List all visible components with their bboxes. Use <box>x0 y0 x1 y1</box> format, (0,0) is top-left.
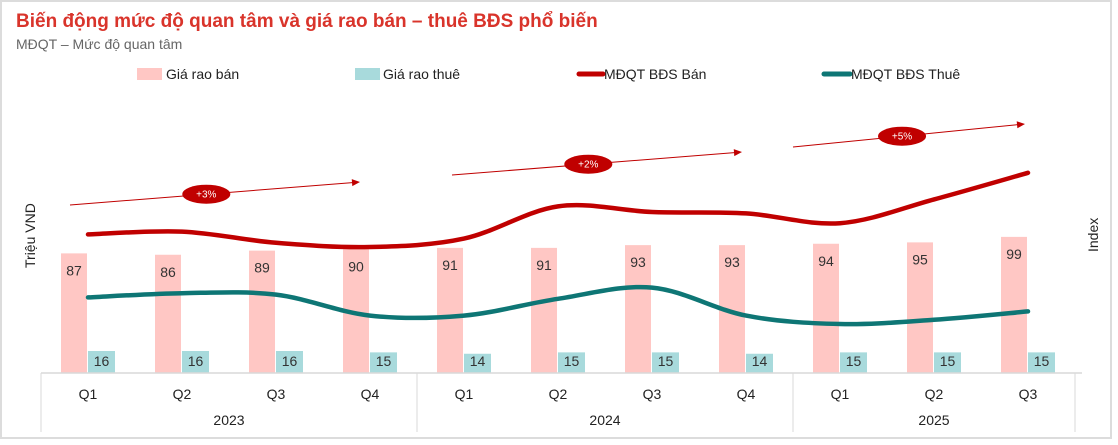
legend-label-gia-rao-ban: Giá rao bán <box>166 66 239 82</box>
legend-label-gia-rao-thue: Giá rao thuê <box>383 66 460 82</box>
bar-gia-rao-ban <box>531 247 557 373</box>
bar-gia-rao-thue <box>276 351 303 373</box>
bar-gia-rao-ban <box>625 245 651 373</box>
growth-badge-text: +5% <box>892 132 912 143</box>
arrow-head-icon <box>351 179 360 187</box>
bar-gia-rao-ban <box>249 250 275 373</box>
bar-gia-rao-thue <box>934 352 961 373</box>
data-label-gia-rao-ban: 91 <box>536 257 552 273</box>
growth-badge <box>878 126 927 146</box>
bar-gia-rao-thue <box>746 353 773 373</box>
data-label-gia-rao-thue: 15 <box>940 353 956 369</box>
x-tick-label: Q3 <box>267 386 286 402</box>
x-year-label: 2023 <box>213 412 244 428</box>
bar-gia-rao-ban <box>61 253 87 373</box>
arrow-head-icon <box>1016 121 1025 129</box>
data-label-gia-rao-thue: 16 <box>282 353 298 369</box>
bar-gia-rao-thue <box>370 352 397 373</box>
data-label-gia-rao-ban: 91 <box>442 257 458 273</box>
data-label-gia-rao-thue: 15 <box>846 353 862 369</box>
data-label-gia-rao-thue: 15 <box>1034 353 1050 369</box>
bar-gia-rao-ban <box>813 243 839 373</box>
data-label-gia-rao-thue: 16 <box>94 353 110 369</box>
data-label-gia-rao-ban: 87 <box>66 262 82 278</box>
data-label-gia-rao-thue: 15 <box>658 353 674 369</box>
legend-swatch-gia-rao-thue <box>355 68 380 80</box>
bar-gia-rao-ban <box>155 254 181 373</box>
x-tick-label: Q2 <box>925 386 944 402</box>
x-tick-label: Q4 <box>361 386 380 402</box>
bar-gia-rao-ban <box>437 247 463 373</box>
legend-swatch-gia-rao-ban <box>137 68 162 80</box>
data-label-gia-rao-ban: 95 <box>912 251 928 267</box>
x-tick-label: Q2 <box>173 386 192 402</box>
bar-gia-rao-ban <box>907 242 933 373</box>
bar-gia-rao-thue <box>88 351 115 373</box>
arrow-head-icon <box>733 149 742 157</box>
data-label-gia-rao-ban: 90 <box>348 258 364 274</box>
chart-subtitle: MĐQT – Mức độ quan tâm <box>16 36 182 52</box>
growth-badge-text: +2% <box>578 160 598 171</box>
x-tick-label: Q2 <box>549 386 568 402</box>
growth-badge-text: +3% <box>196 190 216 201</box>
bar-gia-rao-thue <box>1028 352 1055 373</box>
data-label-gia-rao-ban: 99 <box>1006 246 1022 262</box>
growth-badge <box>182 184 231 204</box>
x-tick-label: Q3 <box>1019 386 1038 402</box>
legend: Giá rao bán Giá rao thuê MĐQT BĐS Bán MĐ… <box>137 66 960 82</box>
data-label-gia-rao-thue: 14 <box>752 353 768 369</box>
x-year-label: 2025 <box>918 412 949 428</box>
data-label-gia-rao-thue: 14 <box>470 353 486 369</box>
bar-gia-rao-thue <box>182 351 209 373</box>
data-label-gia-rao-ban: 93 <box>630 254 646 270</box>
line-mdqt-ban <box>85 170 1031 250</box>
y-axis-left-label: Triệu VND <box>22 203 38 268</box>
growth-badge <box>564 154 613 174</box>
x-year-label: 2024 <box>589 412 620 428</box>
bar-gia-rao-thue <box>840 352 867 373</box>
data-label-gia-rao-ban: 94 <box>818 253 834 269</box>
data-label-gia-rao-ban: 93 <box>724 254 740 270</box>
bar-gia-rao-ban <box>1001 236 1027 373</box>
x-tick-label: Q4 <box>737 386 756 402</box>
legend-label-mdqt-thue: MĐQT BĐS Thuê <box>851 66 960 82</box>
data-label-gia-rao-ban: 86 <box>160 264 176 280</box>
x-tick-label: Q1 <box>831 386 850 402</box>
data-label-gia-rao-ban: 89 <box>254 260 270 276</box>
bar-gia-rao-thue <box>652 352 679 373</box>
data-label-gia-rao-thue: 15 <box>564 353 580 369</box>
data-label-gia-rao-thue: 15 <box>376 353 392 369</box>
line-mdqt-thue <box>85 284 1031 327</box>
data-label-gia-rao-thue: 16 <box>188 353 204 369</box>
y-axis-right-label: Index <box>1085 218 1101 252</box>
bar-gia-rao-thue <box>464 353 491 373</box>
x-tick-label: Q1 <box>455 386 474 402</box>
bar-gia-rao-thue <box>558 352 585 373</box>
chart-title: Biến động mức độ quan tâm và giá rao bán… <box>16 11 598 32</box>
legend-label-mdqt-ban: MĐQT BĐS Bán <box>604 66 706 82</box>
x-tick-label: Q3 <box>643 386 662 402</box>
x-tick-label: Q1 <box>79 386 98 402</box>
